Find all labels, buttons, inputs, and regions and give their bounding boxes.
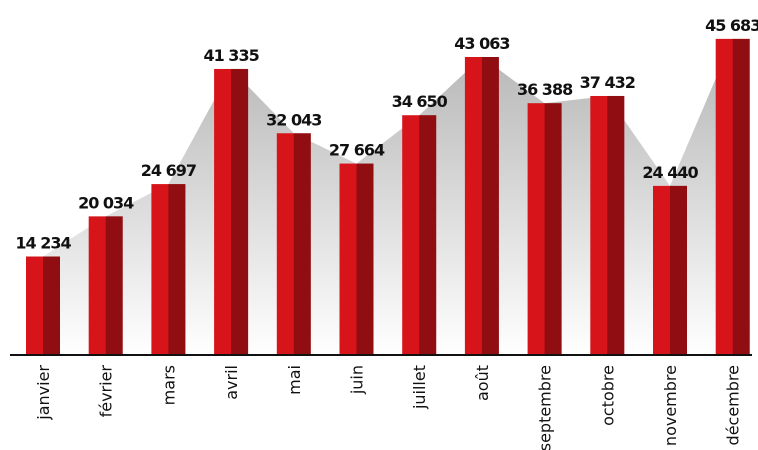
bar-shade bbox=[231, 68, 249, 356]
bar-shade bbox=[356, 163, 374, 355]
bar-shade bbox=[732, 38, 750, 356]
bar bbox=[26, 256, 60, 355]
bar bbox=[464, 57, 499, 356]
bar-shade bbox=[670, 185, 687, 355]
bar bbox=[402, 115, 437, 355]
bar-shade bbox=[105, 216, 123, 355]
bar-shade bbox=[419, 115, 437, 355]
bar-shade bbox=[481, 57, 499, 356]
x-tick-label: octobre bbox=[598, 365, 617, 426]
bar bbox=[339, 163, 374, 355]
value-label: 36 388 bbox=[517, 80, 573, 99]
bar bbox=[276, 133, 311, 355]
value-label: 43 063 bbox=[454, 34, 509, 53]
value-label: 14 234 bbox=[15, 234, 71, 253]
x-tick-label: décembre bbox=[724, 365, 743, 445]
x-tick-label: novembre bbox=[661, 365, 680, 446]
value-label: 32 043 bbox=[266, 110, 321, 129]
x-tick-label: mars bbox=[159, 365, 178, 405]
bar-shade bbox=[293, 133, 311, 355]
bar-shade bbox=[607, 95, 625, 356]
bar bbox=[590, 95, 625, 356]
value-label: 20 034 bbox=[78, 193, 134, 212]
x-tick-label: juin bbox=[348, 365, 367, 395]
value-label: 34 650 bbox=[392, 92, 448, 111]
x-tick-label: février bbox=[97, 365, 116, 418]
bar bbox=[151, 184, 186, 355]
bar-shade bbox=[544, 103, 562, 355]
x-tick-label: septembre bbox=[536, 365, 555, 450]
value-label: 27 664 bbox=[329, 141, 385, 160]
x-tick-label: août bbox=[473, 365, 492, 401]
bar bbox=[653, 185, 687, 355]
area bbox=[26, 38, 752, 356]
bar bbox=[715, 38, 750, 356]
value-label: 37 432 bbox=[580, 73, 635, 92]
value-label: 24 697 bbox=[141, 161, 196, 180]
value-label: 24 440 bbox=[642, 163, 698, 182]
value-label: 41 335 bbox=[203, 46, 259, 65]
bar bbox=[88, 216, 123, 355]
x-tick-label: avril bbox=[222, 365, 241, 400]
bar bbox=[214, 68, 249, 356]
bar bbox=[527, 103, 562, 355]
x-tick-label: mai bbox=[285, 365, 304, 395]
value-label: 45 683 bbox=[705, 16, 758, 35]
x-tick-label: juillet bbox=[410, 365, 429, 410]
bar-shade bbox=[168, 184, 186, 355]
bar-shade bbox=[43, 256, 60, 355]
x-tick-label: janvier bbox=[34, 365, 53, 421]
